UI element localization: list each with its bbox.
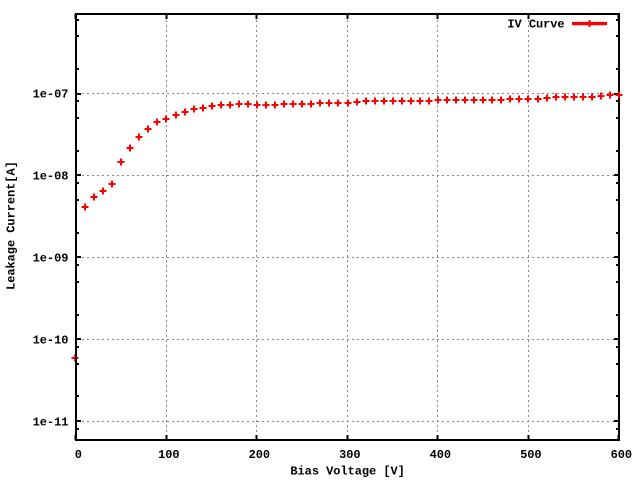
svg-text:1e-10: 1e-10	[33, 333, 69, 347]
svg-text:IV Curve: IV Curve	[507, 18, 564, 32]
svg-text:100: 100	[158, 448, 179, 462]
svg-text:200: 200	[249, 448, 270, 462]
svg-text:Leakage Current[A]: Leakage Current[A]	[4, 161, 18, 290]
svg-text:500: 500	[520, 448, 541, 462]
svg-text:0: 0	[75, 448, 82, 462]
svg-text:1e-07: 1e-07	[33, 88, 69, 102]
svg-text:1e-09: 1e-09	[33, 252, 69, 266]
svg-text:400: 400	[430, 448, 451, 462]
svg-text:600: 600	[611, 448, 632, 462]
svg-text:Bias Voltage [V]: Bias Voltage [V]	[290, 464, 404, 478]
svg-text:300: 300	[339, 448, 360, 462]
svg-text:1e-11: 1e-11	[33, 415, 69, 429]
svg-text:1e-08: 1e-08	[33, 170, 69, 184]
